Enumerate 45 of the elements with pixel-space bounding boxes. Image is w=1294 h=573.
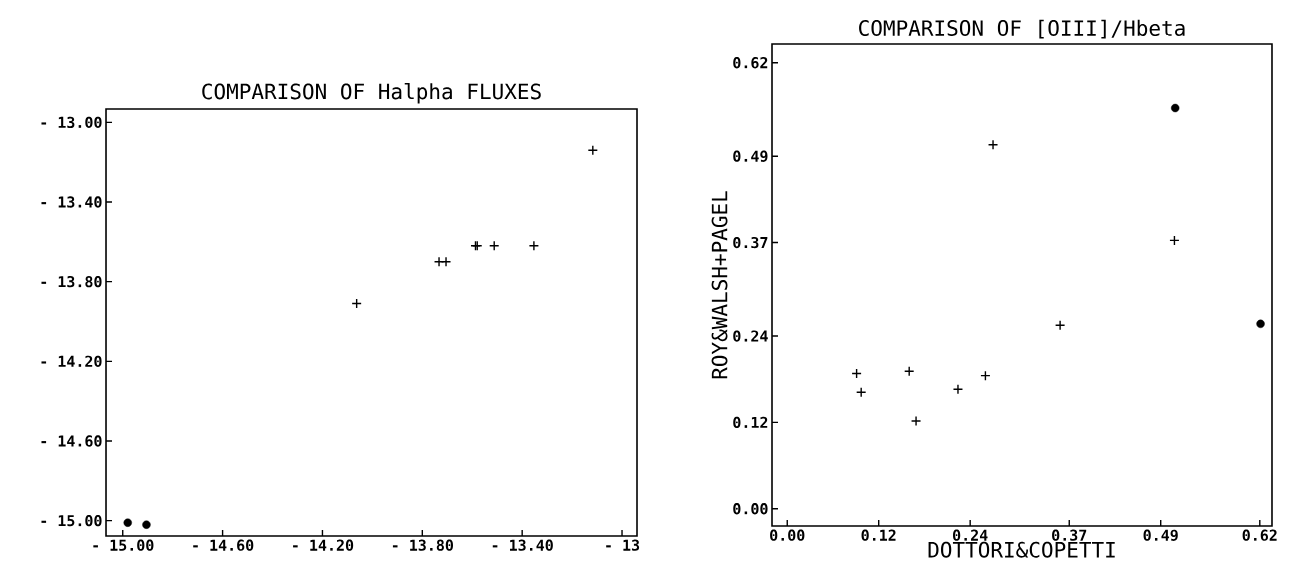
x-tick-label: - 14.60: [193, 539, 254, 551]
y-tick-label: - 13.00: [41, 116, 102, 129]
point: [528, 240, 540, 252]
x-tick-label: - 13.40: [492, 539, 553, 551]
point: [855, 386, 867, 398]
point: [351, 298, 362, 309]
point: [910, 415, 922, 427]
x-tick-label: 0.00: [770, 529, 805, 541]
point: [987, 139, 999, 150]
x-tick-label: - 13.80: [392, 539, 454, 551]
y-tick-label: 0.37: [733, 236, 768, 249]
point: [587, 145, 599, 156]
x-tick-label: - 14.20: [293, 539, 354, 551]
y-tick-label: 0.12: [733, 416, 768, 429]
point: [1054, 320, 1066, 331]
chart-title: COMPARISON OF Halpha FLUXES: [202, 83, 541, 104]
point: [123, 518, 132, 527]
point: [1171, 103, 1180, 113]
x-axis-title: DOTTORI&COPETTI: [928, 541, 1115, 558]
point: [142, 520, 151, 529]
x-tick-label: 0.37: [1052, 529, 1087, 541]
y-tick-label: - 13.80: [41, 275, 102, 288]
chart-title: COMPARISON OF [OIII]/Hbeta: [859, 19, 1185, 39]
point: [440, 256, 452, 267]
y-tick-label: 0.24: [733, 330, 768, 342]
point: [952, 384, 964, 395]
point: [1256, 319, 1265, 329]
x-tick-label: 0.62: [1242, 529, 1277, 541]
point: [903, 366, 915, 377]
point: [489, 240, 500, 252]
point: [851, 368, 862, 379]
y-tick-label: - 14.20: [41, 355, 102, 368]
y-tick-label: 0.49: [733, 150, 768, 162]
x-tick-label: 0.24: [953, 529, 988, 541]
y-tick-label: - 15.00: [41, 514, 102, 527]
x-tick-label: - 13: [606, 539, 640, 551]
y-axis-title: ROY&WALSH+PAGEL: [711, 191, 728, 379]
y-tick-label: - 14.60: [41, 435, 102, 447]
x-tick-label: 0.12: [861, 529, 896, 541]
point: [433, 256, 445, 267]
y-tick-label: 0.00: [733, 503, 768, 515]
y-tick-label: 0.62: [733, 57, 768, 69]
x-tick-label: - 15.00: [93, 539, 154, 551]
x-tick-label: 0.49: [1143, 529, 1178, 541]
y-tick-label: - 13.40: [41, 196, 102, 208]
